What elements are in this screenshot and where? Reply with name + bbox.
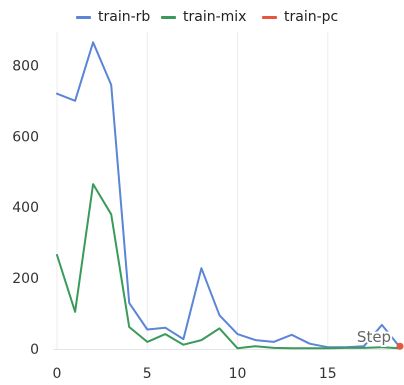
x-tick-label-5: 5 [143, 366, 152, 382]
x-axis-label: Step [357, 328, 391, 346]
y-tick-label-800: 800 [12, 58, 39, 74]
legend-label-train-pc: train-pc [284, 9, 339, 25]
series-point-train-pc [396, 342, 404, 350]
legend-item-train-pc[interactable]: train-pc [262, 9, 338, 25]
legend-swatch-train-pc [262, 15, 277, 19]
legend-item-train-mix[interactable]: train-mix [161, 9, 246, 25]
x-tick-label-0: 0 [53, 366, 62, 382]
legend-label-train-mix: train-mix [183, 9, 247, 25]
legend-label-train-rb: train-rb [98, 9, 151, 25]
y-tick-label-600: 600 [12, 129, 39, 145]
series-line-train-mix [56, 183, 401, 350]
y-tick-label-400: 400 [12, 200, 39, 216]
x-tick-label-10: 10 [229, 366, 247, 382]
legend-item-train-rb[interactable]: train-rb [76, 9, 150, 25]
x-tick-label-15: 15 [319, 366, 337, 382]
y-tick-label-0: 0 [30, 342, 39, 358]
legend-swatch-train-rb [76, 15, 91, 19]
y-tick-label-200: 200 [12, 271, 39, 287]
legend-swatch-train-mix [161, 15, 176, 19]
series-line-train-rb [56, 41, 401, 349]
